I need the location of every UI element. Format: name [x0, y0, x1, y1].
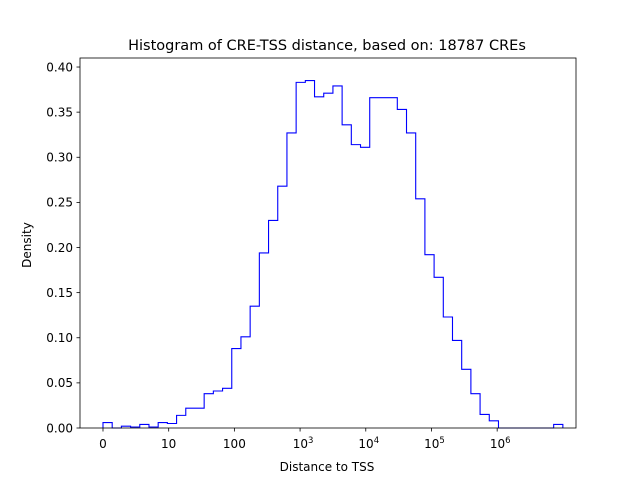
plot-area: 0.00 0.05 0.10 0.15 0.20 0.25 0.30 0.35 0.40 0 10 1…: [46, 57, 577, 451]
x-tick-label: 104: [358, 436, 379, 451]
y-tick-label: 0.35: [46, 105, 73, 119]
x-axis-title: Distance to TSS: [280, 460, 375, 474]
x-tick-label: 100: [223, 437, 246, 451]
x-tick-label: 10: [161, 437, 176, 451]
y-tick-label: 0.30: [46, 151, 73, 165]
y-tick-label: 0.25: [46, 196, 73, 210]
histogram-step-line: [102, 80, 564, 429]
axes-frame: [79, 57, 577, 429]
y-tick-label: 0.10: [46, 331, 73, 345]
y-tick-label: 0.00: [46, 421, 73, 435]
y-tick-label: 0.05: [46, 376, 73, 390]
x-tick-label: 103: [293, 436, 314, 451]
chart-title: Histogram of CRE-TSS distance, based on:…: [128, 38, 526, 54]
x-tick-label: 105: [424, 436, 445, 451]
x-tick-label: 106: [490, 436, 511, 451]
y-tick-label: 0.20: [46, 241, 73, 255]
x-tick-label: 0: [99, 437, 107, 451]
y-axis-title: Density: [20, 222, 34, 268]
y-tick-label: 0.15: [46, 286, 73, 300]
y-tick-label: 0.40: [46, 60, 73, 74]
